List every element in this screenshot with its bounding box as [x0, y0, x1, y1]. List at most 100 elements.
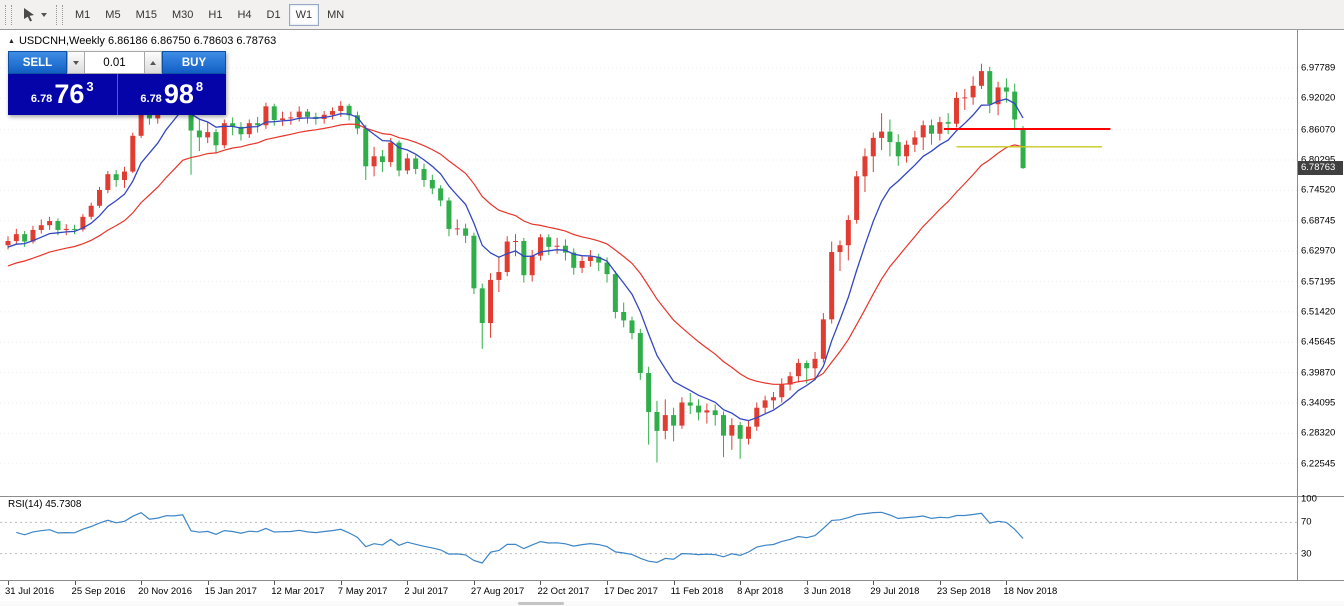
- sell-button[interactable]: SELL: [8, 51, 67, 74]
- sell-price-pips: 76: [54, 79, 85, 109]
- timeframe-button-m30[interactable]: M30: [165, 4, 200, 26]
- buy-button[interactable]: BUY: [162, 51, 226, 74]
- rsi-axis-label: 30: [1301, 548, 1312, 560]
- volume-input[interactable]: [85, 51, 144, 74]
- candle: [970, 76, 976, 105]
- price-axis-label: 6.62970: [1301, 245, 1336, 257]
- toolbar-grip[interactable]: [56, 4, 63, 25]
- horizontal-scrollbar-thumb[interactable]: [518, 602, 564, 605]
- candle: [296, 106, 302, 122]
- ma-fast-line: [7, 98, 1024, 422]
- time-axis-label: 27 Aug 2017: [470, 586, 525, 597]
- volume-increase-button[interactable]: [144, 51, 162, 74]
- panel-separator: [0, 580, 1344, 581]
- time-axis-tick: [806, 581, 808, 585]
- candle: [920, 120, 926, 150]
- timeframe-button-m1[interactable]: M1: [68, 4, 97, 26]
- candle: [671, 407, 677, 442]
- candle: [354, 111, 360, 135]
- time-axis-label: 3 Jun 2018: [803, 586, 851, 597]
- candle: [679, 397, 685, 429]
- timeframe-button-m15[interactable]: M15: [129, 4, 164, 26]
- candle: [205, 122, 211, 144]
- pointer-tool-button[interactable]: [17, 3, 51, 27]
- candle: [72, 224, 78, 235]
- candle: [496, 256, 502, 293]
- candle: [271, 103, 277, 126]
- candle: [238, 122, 244, 141]
- time-axis-label: 11 Feb 2018: [670, 586, 724, 597]
- sell-price-display[interactable]: 6.78 76 3: [8, 74, 117, 115]
- toolbar: M1 M5 M15 M30 H1 H4 D1 W1 MN: [0, 0, 1344, 30]
- candle: [737, 421, 743, 459]
- price-axis[interactable]: 6.97789 6.92020 6.86070 6.80295 6.74520 6.687…: [1298, 30, 1344, 496]
- candle: [329, 107, 335, 120]
- candle: [196, 119, 202, 152]
- trade-panel-controls: SELL BUY: [8, 51, 226, 74]
- candle: [795, 358, 801, 383]
- time-axis-tick: [473, 581, 475, 585]
- candle: [779, 378, 785, 403]
- time-axis-tick: [939, 581, 941, 585]
- timeframe-button-m5[interactable]: M5: [98, 4, 127, 26]
- candle: [829, 241, 835, 324]
- time-axis-label: 7 May 2017: [337, 586, 388, 597]
- price-axis-label: 6.57195: [1301, 276, 1336, 288]
- time-axis-label: 23 Sep 2018: [936, 586, 991, 597]
- candle: [621, 302, 627, 328]
- timeframe-button-h4[interactable]: H4: [230, 4, 258, 26]
- candle: [596, 253, 602, 271]
- candle: [912, 131, 918, 153]
- price-chart[interactable]: [0, 30, 1297, 496]
- price-axis-label: 6.86070: [1301, 124, 1336, 136]
- timeframe-button-d1[interactable]: D1: [260, 4, 288, 26]
- candle: [904, 140, 910, 163]
- timeframe-button-h1[interactable]: H1: [201, 4, 229, 26]
- candle: [953, 92, 959, 128]
- time-axis-tick: [340, 581, 342, 585]
- timeframe-buttons: M1 M5 M15 M30 H1 H4 D1 W1 MN: [68, 3, 351, 26]
- candle: [812, 351, 818, 379]
- candle: [13, 228, 19, 245]
- candle: [837, 240, 843, 271]
- candle: [762, 395, 768, 413]
- time-axis-tick: [74, 581, 76, 585]
- candle: [854, 171, 860, 224]
- price-axis-label: 6.22545: [1301, 458, 1336, 470]
- rsi-chart[interactable]: [0, 497, 1297, 580]
- candle: [987, 66, 993, 114]
- buy-price-display[interactable]: 6.78 98 8: [116, 74, 227, 115]
- bottom-strip: [0, 601, 1344, 606]
- buy-price-pips: 98: [163, 79, 194, 109]
- price-axis-label: 6.51420: [1301, 306, 1336, 318]
- candle: [721, 411, 727, 458]
- panel-separator[interactable]: [0, 496, 1344, 497]
- candle: [479, 283, 485, 349]
- time-axis-label: 25 Sep 2016: [71, 586, 126, 597]
- candle: [845, 215, 851, 261]
- main-chart-panel: 6.97789 6.92020 6.86070 6.80295 6.74520 6.687…: [0, 30, 1344, 496]
- one-click-panel-toggle-icon[interactable]: ▲: [8, 37, 15, 45]
- symbol-ohlc-text: USDCNH,Weekly 6.86186 6.86750 6.78603 6.…: [18, 35, 277, 47]
- candle: [787, 371, 793, 391]
- timeframe-button-mn[interactable]: MN: [320, 4, 351, 26]
- time-axis-tick: [607, 581, 609, 585]
- time-axis-label: 20 Nov 2016: [138, 586, 192, 597]
- caret-down-icon: [73, 60, 79, 65]
- time-axis-tick: [1006, 581, 1008, 585]
- candle: [488, 273, 494, 338]
- timeframe-button-w1[interactable]: W1: [288, 3, 320, 26]
- candle: [105, 171, 111, 194]
- price-axis-label: 6.45645: [1301, 336, 1336, 348]
- volume-decrease-button[interactable]: [67, 51, 85, 74]
- candle: [130, 132, 136, 174]
- candle: [862, 148, 868, 193]
- time-axis[interactable]: 31 Jul 2016 25 Sep 2016 20 Nov 2016 15 Jan …: [0, 581, 1344, 601]
- candle: [121, 166, 127, 188]
- toolbar-grip[interactable]: [5, 4, 12, 25]
- time-axis-tick: [207, 581, 209, 585]
- candle: [255, 116, 261, 133]
- chart-symbol-header: ▲ USDCNH,Weekly 6.86186 6.86750 6.78603 …: [8, 35, 276, 47]
- axis-separator: [1297, 30, 1298, 581]
- candle: [937, 116, 943, 141]
